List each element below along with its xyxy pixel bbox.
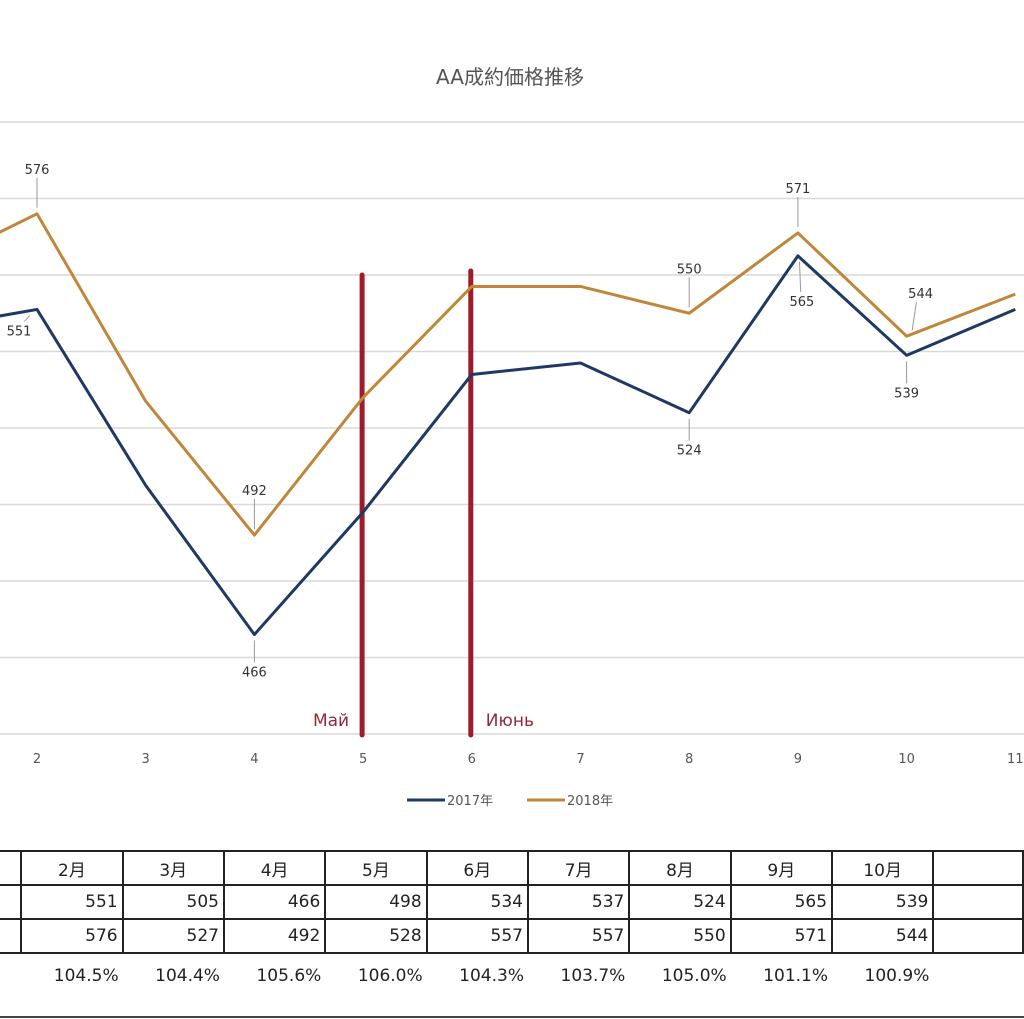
table-cell: 7月	[526, 850, 631, 886]
x-tick-label: 6	[468, 752, 476, 767]
table-cell: 505	[121, 884, 225, 920]
table-cell: 528	[324, 918, 428, 954]
table-cell: 527	[121, 918, 225, 954]
table-cell: 565	[729, 884, 834, 920]
table-cell: 551	[20, 884, 124, 920]
legend-label: 2017年	[447, 794, 493, 809]
x-tick-label: 11	[1007, 752, 1024, 767]
leader-line	[24, 315, 31, 322]
table-cell: 571	[729, 918, 834, 954]
x-tick-label: 2	[33, 752, 41, 767]
x-tick-label: 10	[898, 752, 915, 767]
data-label: 524	[677, 444, 702, 459]
data-label: 576	[25, 163, 50, 178]
chart-title: AA成約価格推移	[436, 65, 584, 89]
data-label: 492	[242, 484, 267, 499]
table-cell: 2月	[20, 850, 124, 886]
series-line-2017年	[0, 254, 1016, 637]
table-cell: 100.9%	[864, 966, 930, 986]
table-cell: 3月	[121, 850, 225, 886]
table-cell: 524	[628, 884, 732, 920]
line-chart: AA成約価格推移 2 3 4 5 6 7 8 9 10 11 Май Июнь 551 466 524 5…	[0, 65, 1024, 809]
table-cell: 103.7%	[560, 966, 626, 986]
table-cell: 544	[831, 918, 935, 954]
table-cell: 576	[20, 918, 124, 954]
table-cell: 498	[324, 884, 428, 920]
data-table: 2月 3月 4月 5月 6月 7月 8月 9月 10月 551 505 466 498 534 537 52…	[0, 850, 1024, 998]
annotation-label: Май	[313, 711, 349, 731]
table-cell: 105.0%	[661, 966, 727, 986]
legend-label: 2018年	[567, 794, 613, 809]
data-label: 544	[908, 287, 933, 302]
leader-line	[799, 261, 802, 292]
table-cell: 10月	[831, 850, 935, 886]
data-label: 551	[7, 324, 32, 339]
data-label: 539	[894, 386, 919, 401]
table-cell: 105.6%	[256, 966, 322, 986]
table-cell: 9月	[729, 850, 834, 886]
x-tick-label: 4	[250, 752, 258, 767]
table-cell: 466	[222, 884, 327, 920]
data-label: 571	[785, 182, 810, 197]
table-cell: 557	[425, 918, 529, 954]
data-label: 550	[677, 262, 702, 277]
series-line-2018年	[0, 212, 1016, 537]
table-cell: 539	[831, 884, 935, 920]
table-cell: 557	[526, 918, 631, 954]
table-cell: 106.0%	[357, 966, 423, 986]
table-cell	[932, 918, 1024, 954]
x-tick-label: 9	[794, 752, 802, 767]
table-cell	[932, 850, 1024, 886]
table-cell: 537	[526, 884, 631, 920]
table-cell: 534	[425, 884, 529, 920]
table-cell: 4月	[222, 850, 327, 886]
table-cell: 104.3%	[459, 966, 524, 986]
divider	[0, 1016, 1024, 1018]
table-cell: 550	[628, 918, 732, 954]
annotation-label: Июнь	[486, 711, 534, 731]
x-tick-label: 3	[142, 752, 150, 767]
table-cell	[932, 884, 1024, 920]
data-label: 466	[242, 666, 267, 681]
table-cell	[933, 953, 1023, 998]
table-cell: 104.5%	[53, 966, 119, 986]
table-cell: 5月	[324, 850, 428, 886]
x-tick-label: 7	[576, 752, 584, 767]
data-label: 565	[789, 295, 814, 310]
table-cell: 104.4%	[155, 966, 220, 986]
table-cell: 101.1%	[763, 966, 829, 986]
x-tick-label: 5	[359, 752, 367, 767]
table-cell: 6月	[425, 850, 529, 886]
x-tick-label: 8	[685, 752, 693, 767]
leader-line	[911, 302, 917, 331]
table-cell: 8月	[628, 850, 732, 886]
table-cell: 492	[222, 918, 327, 954]
